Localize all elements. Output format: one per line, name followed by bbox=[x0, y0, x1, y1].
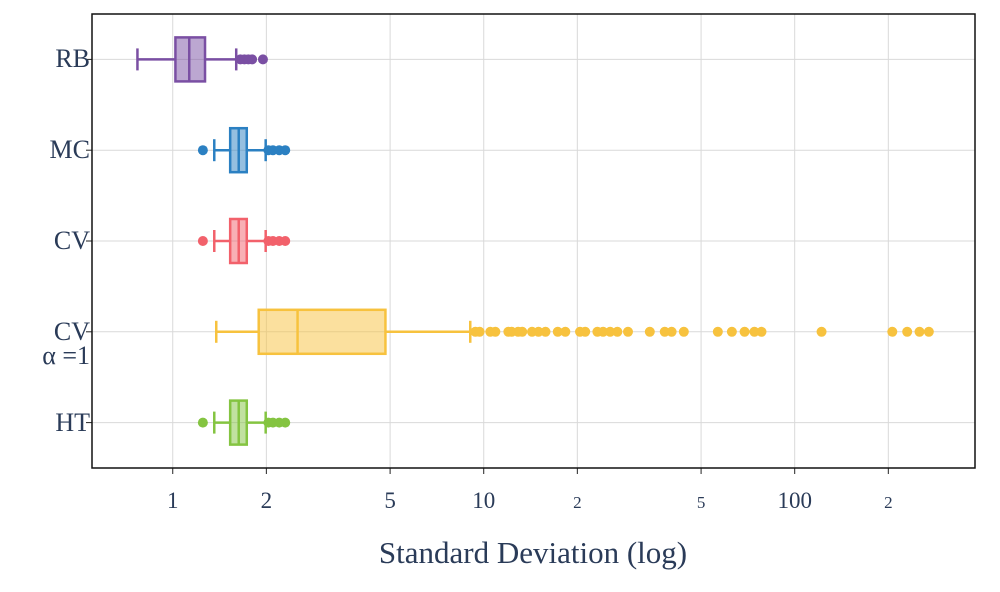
y-tick-label: RB bbox=[55, 44, 90, 74]
x-tick-label: 5 bbox=[384, 488, 396, 513]
outlier bbox=[197, 417, 208, 428]
outlier bbox=[280, 145, 291, 156]
x-tick-label: 1 bbox=[167, 488, 179, 513]
outlier bbox=[902, 326, 913, 337]
outlier bbox=[517, 326, 528, 337]
outlier bbox=[247, 54, 258, 65]
outlier bbox=[887, 326, 898, 337]
outlier bbox=[678, 326, 689, 337]
outlier bbox=[560, 326, 571, 337]
outlier bbox=[540, 326, 551, 337]
outlier bbox=[257, 54, 268, 65]
outlier bbox=[280, 417, 291, 428]
x-tick-label: 2 bbox=[261, 488, 273, 513]
outlier bbox=[739, 326, 750, 337]
box-group bbox=[197, 126, 291, 174]
outlier bbox=[490, 326, 501, 337]
outlier bbox=[726, 326, 737, 337]
outlier bbox=[612, 326, 623, 337]
outlier bbox=[533, 326, 544, 337]
box bbox=[257, 308, 387, 356]
plot-frame bbox=[91, 13, 976, 469]
outlier bbox=[749, 326, 760, 337]
box-group bbox=[197, 399, 291, 446]
box-group bbox=[214, 308, 934, 356]
x-axis-title: Standard Deviation (log) bbox=[379, 535, 687, 570]
outlier bbox=[712, 326, 723, 337]
outlier bbox=[666, 326, 677, 337]
x-tick-label: 2 bbox=[884, 493, 893, 512]
x-tick-label: 100 bbox=[777, 488, 812, 513]
outlier bbox=[552, 326, 563, 337]
outlier bbox=[474, 326, 485, 337]
box-group bbox=[136, 36, 268, 83]
outlier bbox=[622, 326, 633, 337]
outlier bbox=[923, 326, 934, 337]
x-tick-label: 5 bbox=[697, 493, 706, 512]
outlier bbox=[756, 326, 767, 337]
outlier bbox=[659, 326, 670, 337]
x-tick-label: 10 bbox=[472, 488, 495, 513]
outlier bbox=[197, 236, 208, 246]
outlier bbox=[816, 326, 827, 337]
x-tick-label: 2 bbox=[573, 493, 582, 512]
outlier bbox=[580, 326, 591, 337]
outlier bbox=[197, 145, 208, 156]
y-tick-label: MC bbox=[49, 135, 90, 165]
y-tick-label: CV bbox=[53, 226, 90, 255]
box-group bbox=[197, 217, 291, 265]
y-tick-label: CV α =1 bbox=[42, 316, 90, 370]
outlier bbox=[644, 326, 655, 337]
outlier bbox=[605, 326, 616, 337]
outlier bbox=[280, 236, 291, 246]
y-tick-label: HT bbox=[55, 407, 90, 437]
outlier bbox=[598, 326, 609, 337]
outlier bbox=[914, 326, 925, 337]
